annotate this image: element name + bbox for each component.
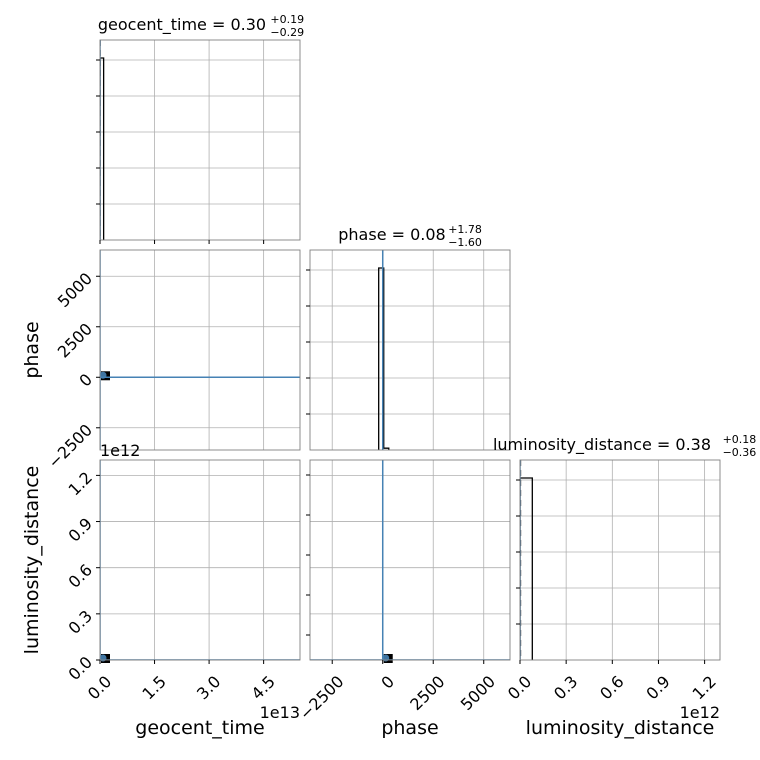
x-tick-label: 0.9 xyxy=(642,672,673,703)
x-axis-label-luminosity-distance: luminosity_distance xyxy=(526,717,715,739)
histogram-phase xyxy=(378,267,390,450)
hist-panel-geocent-time: geocent_time = 0.30 +0.19−0.29 xyxy=(96,13,304,241)
x-tick-label: 1.5 xyxy=(138,672,169,703)
y-axis-label-phase: phase xyxy=(21,321,43,378)
hist-grid xyxy=(519,460,720,660)
panel-frame xyxy=(99,249,301,451)
panel-grid xyxy=(99,250,300,450)
title-minus-error: −1.60 xyxy=(448,236,482,249)
x-tick-label: 3.0 xyxy=(193,672,224,703)
x-tick-label: 4.5 xyxy=(248,672,279,703)
x-tick-label: 5000 xyxy=(457,672,499,714)
title-base: geocent_time = 0.30 xyxy=(98,15,266,35)
panel-title: geocent_time = 0.30 xyxy=(98,15,266,35)
x-tick-label: 2500 xyxy=(406,672,448,714)
x-tick-label: 1.2 xyxy=(688,672,719,703)
scatter-panel-geocent-time-phase xyxy=(99,249,301,451)
x-tick-label: 0.0 xyxy=(84,672,115,703)
hist-panel-luminosity-distance: luminosity_distance = 0.38 +0.18−0.36 xyxy=(493,433,757,661)
x-tick-label: 0.6 xyxy=(596,672,627,703)
offset-geocent-time-x: 1e13 xyxy=(260,703,300,722)
offset-luminosity-distance-y: 1e12 xyxy=(100,441,140,460)
x-axis-label-geocent-time: geocent_time xyxy=(135,717,264,739)
y-axis-label-luminosity-distance: luminosity_distance xyxy=(21,466,43,655)
y-tick-label: 1.2 xyxy=(65,468,96,499)
panel-title: phase = 0.08 xyxy=(338,225,445,244)
x-axis-label-phase: phase xyxy=(381,717,438,739)
panel-frame xyxy=(519,459,721,661)
hist-grid xyxy=(310,250,510,450)
x-tick-label: −2500 xyxy=(296,672,348,724)
title-plus-error: +1.78 xyxy=(448,223,482,236)
panel-frame xyxy=(309,459,511,661)
title-base: luminosity_distance = 0.38 xyxy=(493,435,711,455)
y-tick-label: 0.3 xyxy=(65,606,96,637)
title-minus-error: −0.36 xyxy=(723,446,757,459)
y-tick-label: 0.6 xyxy=(65,560,96,591)
panel-frame xyxy=(99,39,301,241)
scatter-panel-geocent-time-luminosity-distance xyxy=(99,459,301,663)
title-plus-error: +0.18 xyxy=(723,433,757,446)
y-tick-label: 0 xyxy=(75,370,96,391)
x-tick-label: 0.0 xyxy=(504,672,535,703)
title-minus-error: −0.29 xyxy=(270,26,304,39)
panel-frame xyxy=(309,249,511,451)
y-tick-label: 2500 xyxy=(54,319,96,361)
y-tick-label: −2500 xyxy=(44,420,96,472)
y-tick-label: 0.0 xyxy=(65,653,96,684)
title-plus-error: +0.19 xyxy=(270,13,304,26)
panel-grid xyxy=(310,460,510,661)
hist-panel-phase: phase = 0.08 +1.78−1.60 xyxy=(306,223,511,451)
x-tick-label: 0 xyxy=(377,672,398,693)
y-tick-label: 5000 xyxy=(54,269,96,311)
panel-title: luminosity_distance = 0.38 xyxy=(493,435,711,455)
offset-luminosity-distance-x: 1e12 xyxy=(680,703,720,722)
scatter-panel-phase-luminosity-distance xyxy=(306,459,511,663)
hist-grid xyxy=(99,40,300,240)
y-tick-label: 0.9 xyxy=(65,514,96,545)
panel-frame xyxy=(99,459,301,661)
histogram-luminosity-distance xyxy=(520,477,533,660)
x-tick-label: 0.3 xyxy=(550,672,581,703)
histogram-geocent-time xyxy=(100,57,105,240)
title-base: phase = 0.08 xyxy=(338,225,445,244)
panel-grid xyxy=(99,460,300,661)
